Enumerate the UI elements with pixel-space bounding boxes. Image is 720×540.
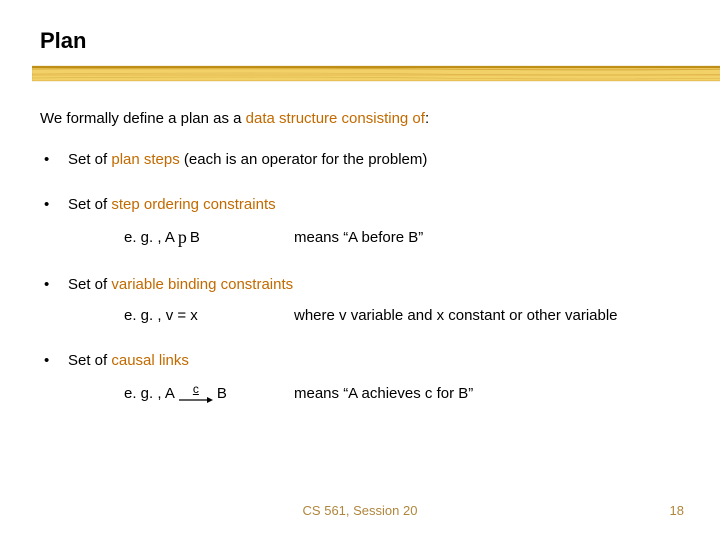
sub-rhs: means “A before B” xyxy=(294,229,423,246)
footer-page-number: 18 xyxy=(670,503,684,518)
bullet-item: Set of variable binding constraints e. g… xyxy=(40,276,680,324)
bullet-highlight: causal links xyxy=(111,352,189,369)
footer-center: CS 561, Session 20 xyxy=(0,503,720,518)
intro-line: We formally define a plan as a data stru… xyxy=(40,110,680,127)
intro-prefix: We formally define a plan as a xyxy=(40,110,246,127)
bullet-list: Set of plan steps (each is an operator f… xyxy=(40,151,680,404)
bullet-prefix: Set of xyxy=(68,276,111,293)
precedes-symbol: p xyxy=(175,227,190,248)
bullet-sub: e. g. , A c B means “A achieves c for B” xyxy=(124,383,680,404)
sub-lhs-suffix: B xyxy=(190,229,200,246)
sub-lhs-prefix: e. g. , A xyxy=(124,385,175,402)
bullet-prefix: Set of xyxy=(68,196,111,213)
sub-lhs-prefix: e. g. , A xyxy=(124,229,175,246)
bullet-sub: e. g. , A p B means “A before B” xyxy=(124,227,680,248)
bullet-prefix: Set of xyxy=(68,352,111,369)
sub-rhs: where v variable and x constant or other… xyxy=(294,307,618,324)
sub-lhs: e. g. , v = x xyxy=(124,307,294,324)
bullet-highlight: variable binding constraints xyxy=(111,276,293,293)
intro-highlight: data structure consisting of xyxy=(246,110,425,127)
causal-arrow: c xyxy=(179,383,213,404)
slide-title: Plan xyxy=(40,28,680,54)
sub-lhs-suffix: B xyxy=(217,385,227,402)
bullet-highlight: plan steps xyxy=(111,151,179,168)
bullet-item: Set of causal links e. g. , A c B means … xyxy=(40,352,680,404)
bullet-suffix: (each is an operator for the problem) xyxy=(180,151,428,168)
bullet-item: Set of plan steps (each is an operator f… xyxy=(40,151,680,168)
band-graphic xyxy=(32,60,720,88)
bullet-sub: e. g. , v = x where v variable and x con… xyxy=(124,307,680,324)
sub-lhs: e. g. , A c B xyxy=(124,383,294,404)
intro-suffix: : xyxy=(425,110,429,127)
arrow-icon xyxy=(179,396,213,404)
bullet-highlight: step ordering constraints xyxy=(111,196,275,213)
accent-band xyxy=(40,60,720,88)
sub-lhs: e. g. , A p B xyxy=(124,227,294,248)
sub-rhs: means “A achieves c for B” xyxy=(294,385,473,402)
bullet-prefix: Set of xyxy=(68,151,111,168)
arrow-label: c xyxy=(193,383,199,395)
slide: Plan We formally define a plan as a data… xyxy=(0,0,720,540)
bullet-item: Set of step ordering constraints e. g. ,… xyxy=(40,196,680,248)
